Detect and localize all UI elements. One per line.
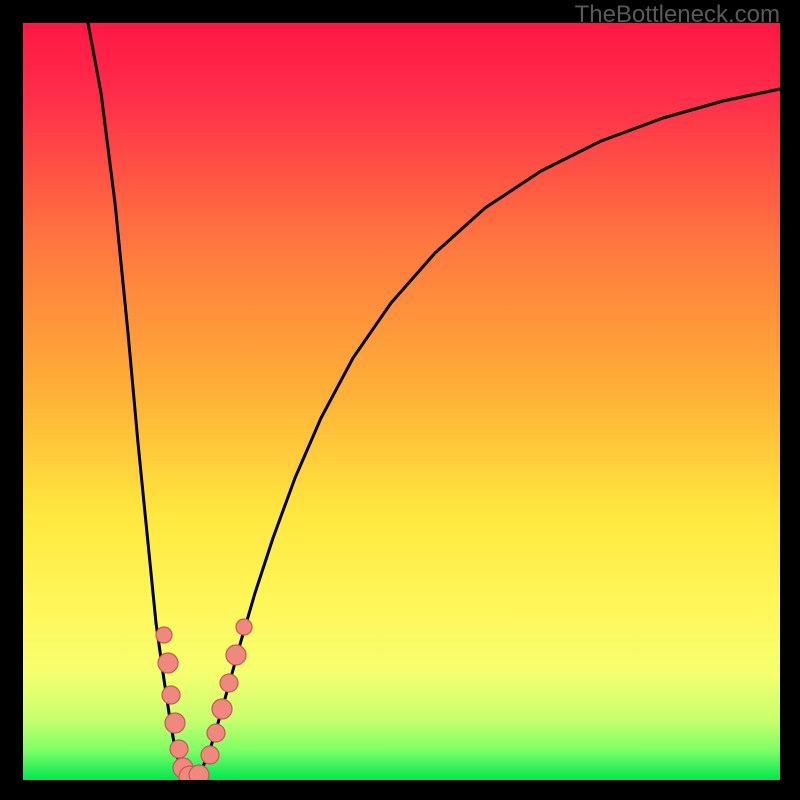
data-marker <box>158 653 178 673</box>
data-marker <box>220 674 238 692</box>
curve-layer <box>23 23 780 780</box>
bottleneck-curve <box>88 23 780 779</box>
data-marker <box>226 645 246 665</box>
data-marker <box>156 627 172 643</box>
data-marker <box>189 765 209 780</box>
data-marker <box>165 713 185 733</box>
data-marker <box>207 724 225 742</box>
data-marker <box>212 699 232 719</box>
bottleneck-chart: TheBottleneck.com <box>0 0 800 800</box>
data-marker <box>201 746 219 764</box>
data-marker <box>162 686 180 704</box>
plot-area <box>23 23 780 780</box>
data-marker <box>170 740 188 758</box>
watermark-text: TheBottleneck.com <box>575 1 780 29</box>
data-marker <box>236 619 252 635</box>
